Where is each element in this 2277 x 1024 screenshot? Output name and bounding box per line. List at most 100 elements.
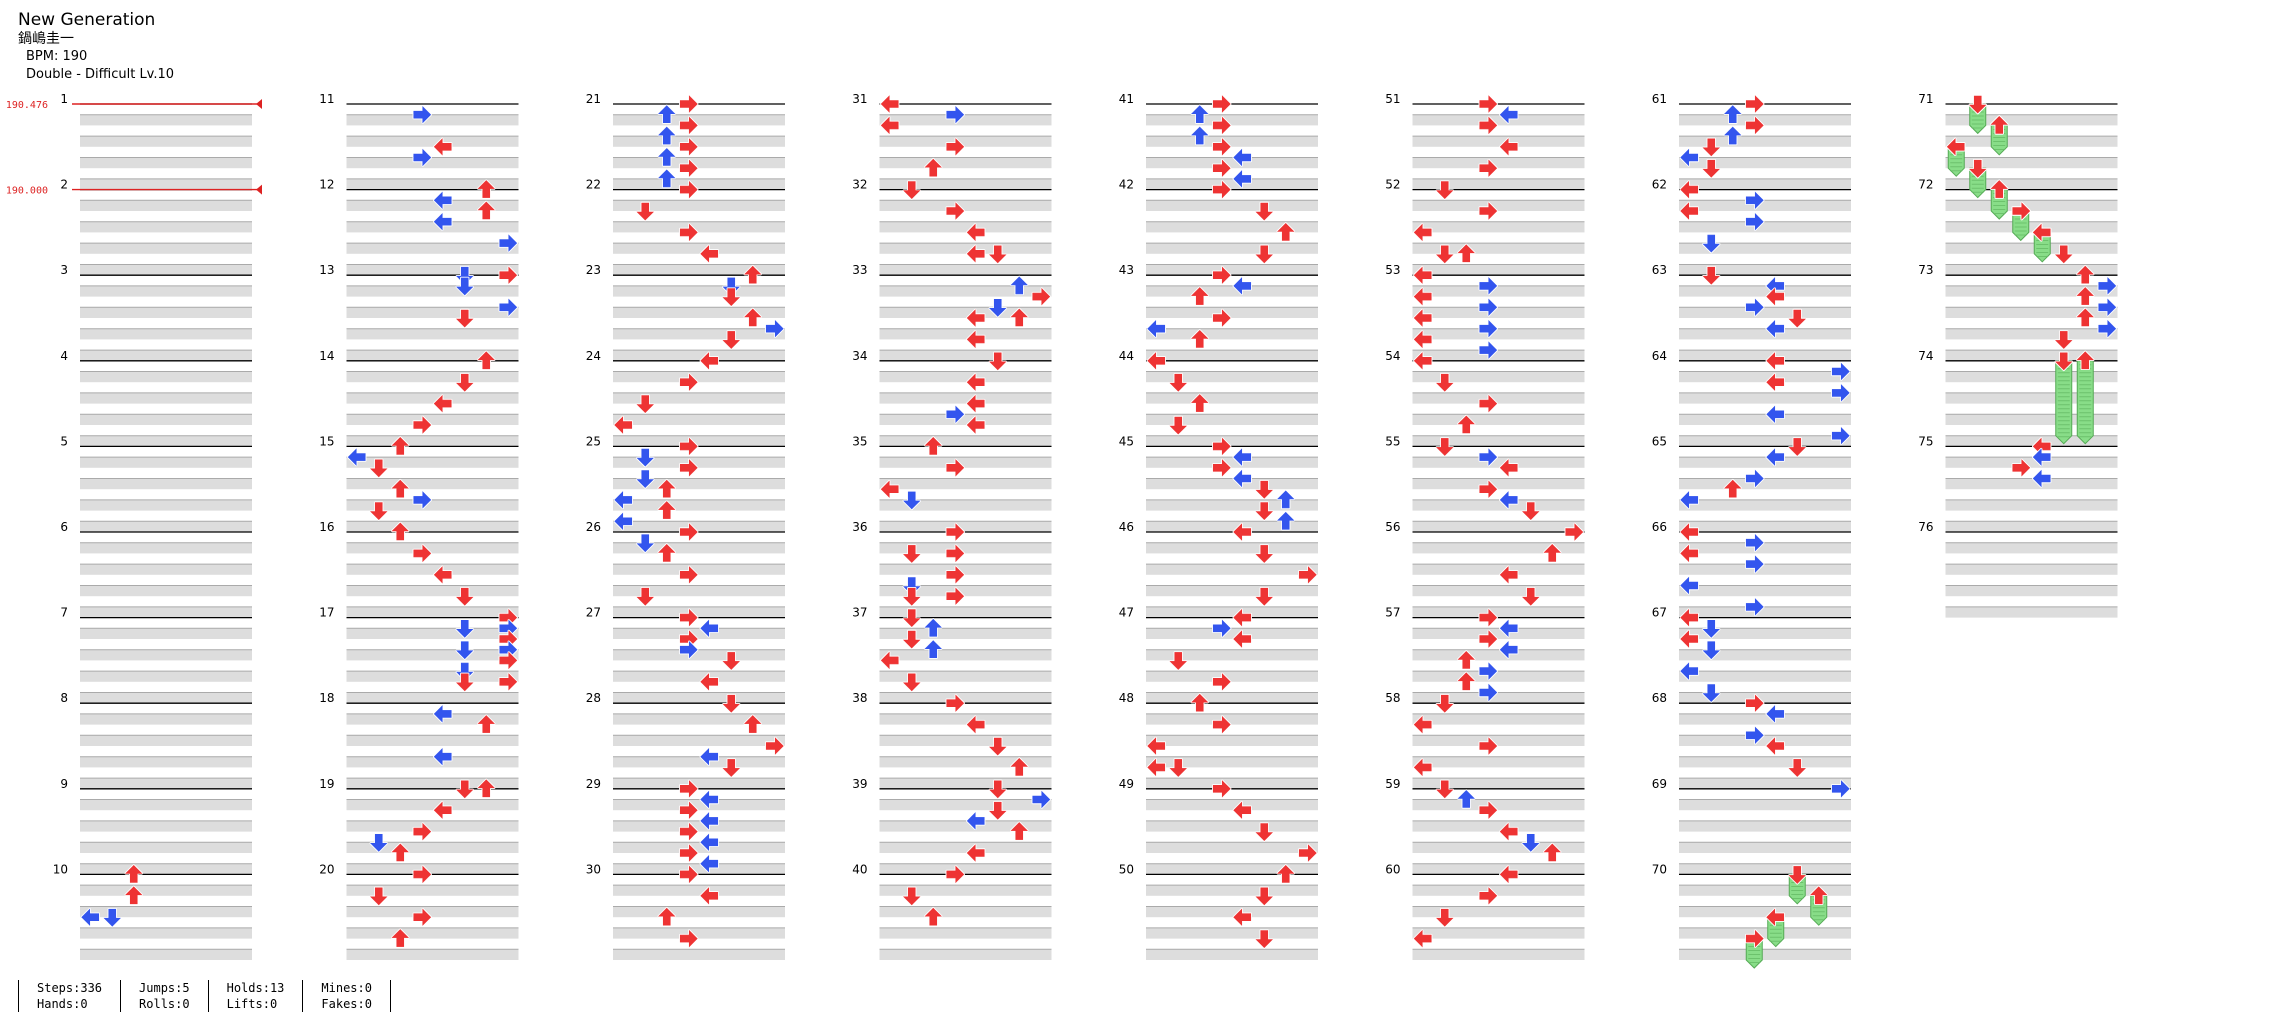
down-arrow-icon: [1169, 651, 1188, 671]
measure-block: 22: [586, 178, 785, 276]
left-arrow-icon: [966, 394, 986, 413]
measure-block: 76: [1918, 520, 2118, 618]
left-arrow-icon: [1413, 758, 1433, 777]
right-arrow-icon: [1745, 469, 1765, 488]
right-arrow-icon: [2011, 201, 2031, 221]
row-stripe: [1945, 114, 2118, 126]
song-title: New Generation: [18, 10, 156, 30]
left-arrow-icon: [1146, 758, 1166, 777]
left-arrow-icon: [880, 94, 900, 114]
measure-block: 4: [60, 349, 252, 447]
down-arrow-icon: [1435, 779, 1454, 799]
down-arrow-icon: [1968, 94, 1987, 115]
right-arrow-icon: [679, 94, 699, 114]
measure-block: 21: [586, 92, 785, 190]
up-arrow-icon: [2076, 307, 2095, 328]
up-arrow-icon: [657, 104, 676, 124]
row-stripe: [1146, 371, 1318, 383]
row-stripe: [879, 371, 1052, 383]
measure-number: 21: [586, 92, 601, 106]
song-header: New Generation 鍋嶋圭一 BPM: 190 Double - Di…: [18, 10, 174, 84]
measure-block: 34: [852, 349, 1052, 447]
down-arrow-icon: [988, 244, 1007, 265]
hold-note: [1745, 929, 1765, 969]
down-arrow-icon: [2054, 330, 2073, 350]
down-arrow-icon: [1255, 587, 1274, 607]
measure-number: 52: [1385, 178, 1400, 192]
row-stripe: [1146, 885, 1318, 896]
measure-block: 75: [1918, 434, 2118, 532]
row-stripe: [1679, 285, 1851, 297]
row-stripe: [346, 328, 519, 340]
measure-block: 64: [1652, 349, 1851, 447]
measure-number: 37: [852, 606, 867, 620]
right-arrow-icon: [1298, 843, 1318, 863]
measure-number: 53: [1385, 263, 1400, 277]
row-stripe: [80, 200, 252, 211]
down-arrow-icon: [1435, 437, 1454, 457]
measure-number: 63: [1652, 263, 1667, 277]
left-arrow-icon: [1232, 447, 1252, 467]
stats-column-end: [389, 980, 409, 1012]
down-arrow-icon: [455, 587, 474, 607]
row-stripe: [1146, 221, 1318, 233]
row-stripe: [1679, 585, 1851, 597]
row-stripe: [1945, 392, 2118, 404]
left-arrow-icon: [1499, 565, 1519, 584]
row-stripe: [1412, 178, 1585, 190]
measure-number: 50: [1119, 862, 1134, 876]
right-arrow-icon: [679, 843, 699, 863]
left-arrow-icon: [1499, 105, 1519, 124]
row-stripe: [879, 628, 1052, 639]
right-arrow-icon: [1478, 116, 1498, 135]
row-stripe: [613, 414, 785, 425]
row-stripe: [80, 863, 252, 875]
row-stripe: [613, 392, 785, 404]
row-stripe: [1679, 756, 1851, 768]
row-stripe: [1679, 713, 1851, 725]
row-stripe: [1412, 499, 1585, 511]
left-arrow-icon: [1679, 544, 1699, 563]
row-stripe: [346, 799, 519, 811]
up-arrow-icon: [1010, 275, 1029, 296]
down-arrow-icon: [369, 501, 388, 521]
measure-number: 72: [1918, 178, 1933, 192]
row-stripe: [613, 842, 785, 853]
measure-block: 31: [852, 92, 1052, 190]
row-stripe: [346, 735, 519, 746]
measure-block: 11: [319, 92, 519, 190]
measure-number: 54: [1385, 349, 1400, 363]
measure-number: 30: [586, 862, 601, 876]
measure-block: 10: [53, 862, 252, 960]
left-arrow-icon: [2032, 447, 2052, 467]
left-arrow-icon: [1499, 490, 1519, 510]
measure-block: 29: [586, 777, 785, 875]
row-stripe: [1146, 778, 1318, 789]
up-arrow-icon: [1010, 821, 1029, 841]
down-arrow-icon: [1255, 822, 1274, 842]
left-arrow-icon: [1679, 148, 1699, 167]
row-stripe: [879, 392, 1052, 404]
row-stripe: [1146, 692, 1318, 704]
up-arrow-icon: [924, 436, 943, 456]
measure-number: 73: [1918, 263, 1933, 277]
row-stripe: [613, 307, 785, 318]
row-stripe: [879, 499, 1052, 511]
right-arrow-icon: [679, 116, 699, 135]
row-stripe: [1412, 328, 1585, 340]
left-arrow-icon: [1765, 319, 1785, 338]
down-arrow-icon: [1702, 158, 1721, 179]
down-arrow-icon: [1169, 415, 1188, 436]
down-arrow-icon: [1788, 758, 1807, 778]
stats-column-4: Mines:0 Fakes:0: [302, 980, 390, 1012]
down-arrow-icon: [636, 447, 655, 468]
row-stripe: [80, 949, 252, 960]
row-stripe: [879, 414, 1052, 425]
down-arrow-icon: [2054, 351, 2073, 371]
right-arrow-icon: [1478, 319, 1498, 338]
row-stripe: [613, 756, 785, 768]
row-stripe: [80, 435, 252, 447]
jumps-count: Jumps:5: [139, 981, 190, 995]
row-stripe: [1146, 414, 1318, 425]
right-arrow-icon: [1478, 661, 1498, 681]
